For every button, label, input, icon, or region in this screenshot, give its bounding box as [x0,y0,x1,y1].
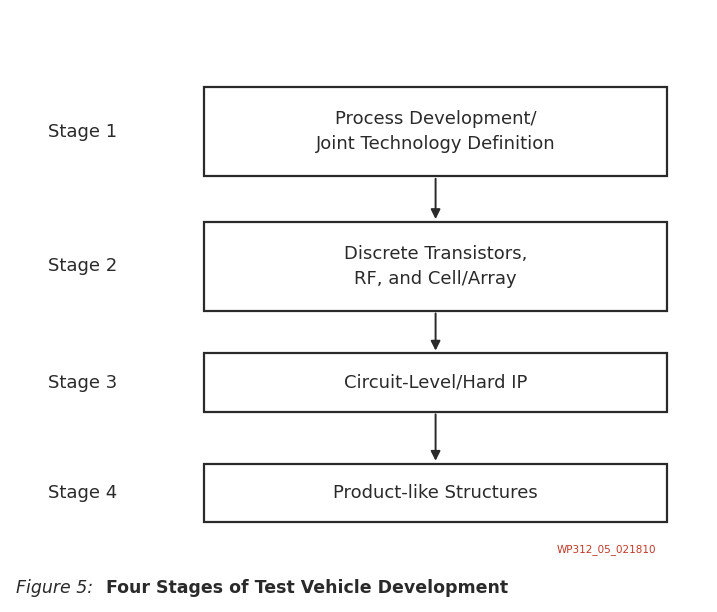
Text: Process Development/
Joint Technology Definition: Process Development/ Joint Technology De… [315,110,556,153]
Bar [204,88,667,176]
Text: Four Stages of Test Vehicle Development: Four Stages of Test Vehicle Development [82,579,508,597]
Text: Figure 5:: Figure 5: [16,579,93,597]
Text: WP312_05_021810: WP312_05_021810 [556,544,656,555]
Text: Discrete Transistors,
RF, and Cell/Array: Discrete Transistors, RF, and Cell/Array [344,245,527,288]
Bar [204,222,667,311]
Text: Stage 4: Stage 4 [48,483,117,502]
Text: Product-like Structures: Product-like Structures [333,483,538,502]
Text: Stage 1: Stage 1 [48,122,117,141]
Bar [204,464,667,521]
Bar [204,354,667,411]
Text: Stage 3: Stage 3 [48,373,117,392]
Text: Stage 2: Stage 2 [48,257,117,275]
Text: Circuit-Level/Hard IP: Circuit-Level/Hard IP [344,373,527,392]
